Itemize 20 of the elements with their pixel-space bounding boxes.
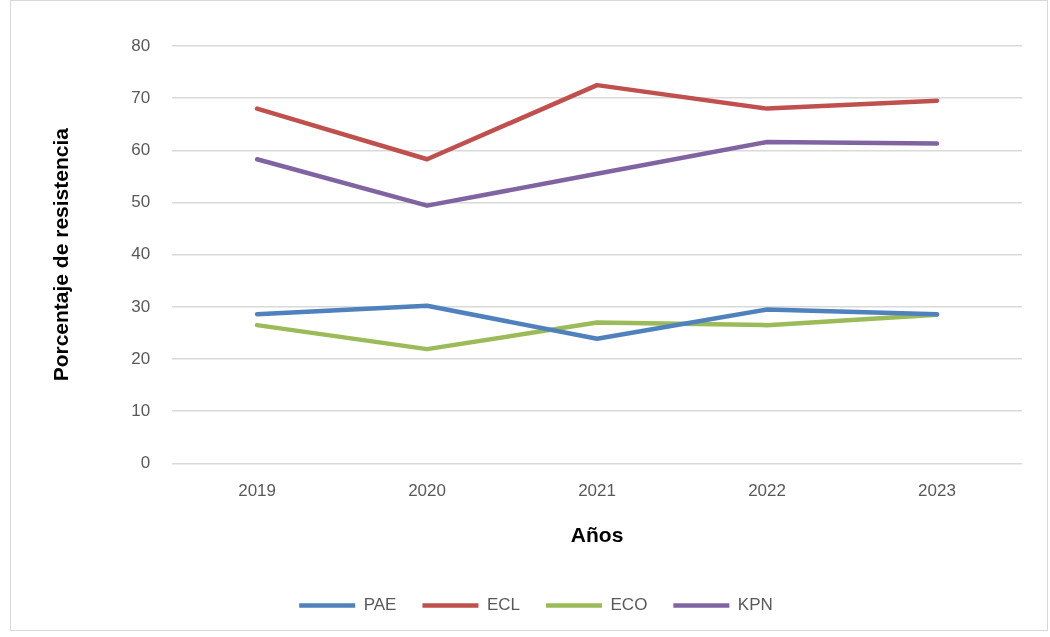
x-tick-label: 2023: [918, 481, 956, 501]
y-axis-title: Porcentaje de resistencia: [49, 127, 73, 382]
legend-label: ECL: [486, 595, 521, 615]
y-tick-label: 70: [131, 87, 151, 107]
y-tick-label: 60: [131, 140, 151, 160]
x-tick-label: 2020: [408, 481, 446, 501]
y-tick-label: 50: [131, 192, 151, 212]
y-tick-label: 40: [131, 244, 151, 264]
legend-label: ECO: [610, 595, 648, 615]
y-tick-label: 20: [131, 348, 151, 368]
y-tick-label: 80: [131, 35, 151, 55]
x-tick-label: 2021: [578, 481, 616, 501]
y-tick-label: 30: [131, 296, 151, 316]
x-axis-title: Años: [570, 523, 624, 547]
x-tick-label: 2019: [238, 481, 277, 501]
y-tick-label: 10: [131, 400, 151, 420]
legend-label: KPN: [737, 595, 773, 615]
legend-label: PAE: [363, 595, 397, 615]
y-tick-label: 0: [140, 453, 151, 473]
x-tick-label: 2022: [748, 481, 786, 501]
